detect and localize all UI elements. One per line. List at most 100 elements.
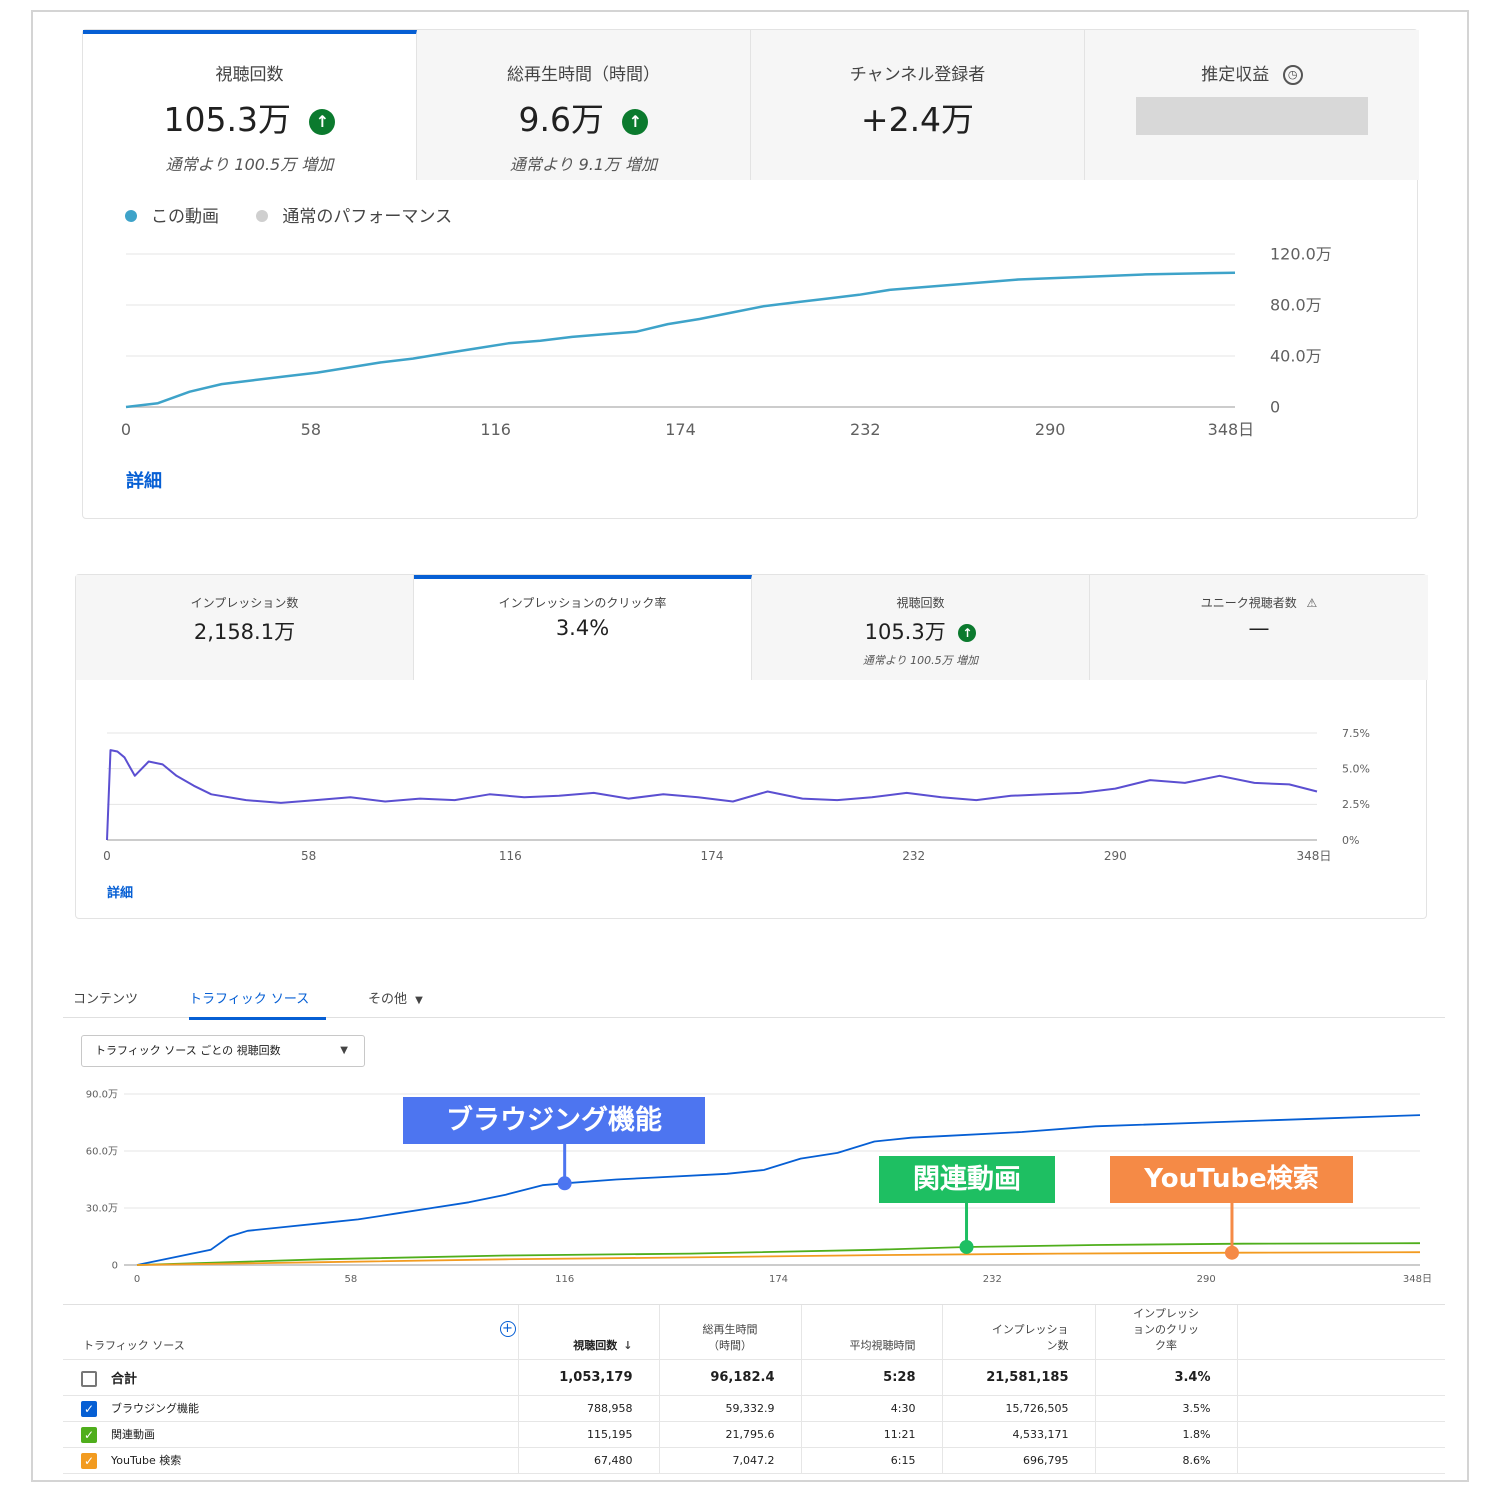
y-tick-label: 0: [1270, 398, 1280, 417]
legend-label-typical: 通常のパフォーマンス: [282, 207, 453, 227]
y-tick-label: 90.0万: [86, 1090, 118, 1101]
metric-tab-watch-time[interactable]: 総再生時間（時間） 9.6万 ↑ 通常より 9.1万 増加: [417, 30, 751, 180]
x-tick-label: 0: [103, 849, 111, 863]
metric-tab-unique-viewers[interactable]: ユニーク視聴者数 ⚠ —: [1090, 575, 1428, 680]
metric-tab-subscribers[interactable]: チャンネル登録者 +2.4万: [751, 30, 1085, 180]
row-ctr: 3.5%: [1094, 1395, 1237, 1422]
x-tick-label: 116: [555, 1274, 574, 1285]
empty-cell: [1236, 1395, 1445, 1422]
tab-content[interactable]: コンテンツ: [73, 992, 139, 1007]
traffic-table: トラフィック ソース + 視聴回数 ↓ 総再生時間 （時間） 平均視聴時間 インプ…: [63, 1305, 1445, 1474]
row-ctr: 8.6%: [1094, 1447, 1237, 1474]
metric-comparison: 通常より 100.5万 増加: [862, 654, 979, 667]
metric-tab-views[interactable]: 視聴回数 105.3万 ↑ 通常より 100.5万 増加: [83, 30, 417, 180]
y-tick-label: 40.0万: [1270, 347, 1322, 366]
row-impressions: 15,726,505: [941, 1395, 1095, 1422]
x-tick-label: 232: [850, 420, 881, 439]
row-impressions: 4,533,171: [941, 1421, 1095, 1448]
col-header-watch-time[interactable]: 総再生時間 （時間）: [658, 1305, 801, 1360]
add-column-plus-icon[interactable]: +: [499, 1321, 516, 1337]
col-header-impressions[interactable]: インプレッショ ン数: [941, 1305, 1095, 1360]
details-link[interactable]: 詳細: [107, 886, 134, 901]
views-line-chart: 0 40.0万 80.0万 120.0万 0 58 116 174 232 290 348日: [121, 245, 1332, 439]
row-name: ブラウジング機能: [111, 1402, 199, 1415]
callout-browse-pointer-dot: [557, 1176, 572, 1191]
x-tick-label: 0: [134, 1274, 140, 1285]
checkbox-checked-icon[interactable]: ✓: [81, 1427, 97, 1443]
metric-value: 9.6万: [518, 100, 604, 139]
arrow-up-icon: ↑: [958, 624, 977, 642]
x-tick-label: 348日: [1296, 849, 1331, 863]
metric-comparison: 通常より 9.1万 増加: [509, 155, 658, 174]
metric-label: インプレッションのクリック率: [498, 596, 667, 610]
row-name: 関連動画: [111, 1428, 155, 1441]
x-tick-label: 348日: [1403, 1274, 1432, 1285]
metric-label: 推定収益: [1201, 65, 1270, 85]
x-tick-label: 58: [344, 1274, 357, 1285]
checkbox-total[interactable]: [81, 1371, 97, 1388]
y-tick-label: 2.5%: [1342, 798, 1370, 811]
overview-card: 視聴回数 105.3万 ↑ 通常より 100.5万 増加 総再生時間（時間） 9…: [82, 29, 1419, 519]
metric-dropdown-label: トラフィック ソース ごとの 視聴回数: [95, 1044, 281, 1057]
row-watch-time: 59,332.9: [658, 1395, 801, 1422]
tab-more[interactable]: その他 ▼: [368, 988, 423, 1007]
y-tick-label: 5.0%: [1342, 763, 1370, 776]
y-tick-label: 80.0万: [1270, 296, 1322, 315]
table-row: ✓ YouTube 検索 67,480 7,047.2 6:15 696,795 …: [63, 1447, 1445, 1474]
metric-tab-revenue[interactable]: 推定収益 ◷: [1085, 30, 1419, 180]
checkbox-checked-icon[interactable]: ✓: [81, 1453, 97, 1469]
y-tick-label: 7.5%: [1342, 727, 1370, 740]
total-ctr: 3.4%: [1094, 1359, 1237, 1396]
col-header-source: トラフィック ソース +: [63, 1305, 518, 1360]
metric-label: 総再生時間（時間）: [507, 65, 660, 85]
y-tick-label: 0%: [1342, 834, 1359, 847]
row-name-cell: ✓ 関連動画: [63, 1421, 518, 1448]
row-views: 115,195: [517, 1421, 659, 1448]
checkbox-checked-icon[interactable]: ✓: [81, 1401, 97, 1417]
metric-tab-impressions[interactable]: インプレッション数 2,158.1万: [76, 575, 414, 680]
revenue-redacted-block: [1136, 97, 1368, 135]
x-tick-label: 116: [499, 849, 522, 863]
table-header-row: トラフィック ソース + 視聴回数 ↓ 総再生時間 （時間） 平均視聴時間 インプ…: [63, 1305, 1445, 1360]
details-link[interactable]: 詳細: [126, 471, 162, 492]
empty-cell: [1236, 1359, 1445, 1396]
series-line: [106, 749, 1318, 841]
col-header-empty: [1236, 1305, 1445, 1360]
col-header-avg-duration[interactable]: 平均視聴時間: [800, 1305, 942, 1360]
y-tick-label: 60.0万: [86, 1147, 118, 1158]
col-header-ctr[interactable]: インプレッシ ョンのクリッ ク率: [1094, 1305, 1237, 1360]
x-tick-label: 0: [121, 420, 131, 439]
y-tick-label: 120.0万: [1270, 245, 1332, 264]
col-header-views[interactable]: 視聴回数 ↓: [517, 1305, 659, 1360]
series-line: [136, 1114, 1421, 1266]
row-views: 67,480: [517, 1447, 659, 1474]
x-tick-label: 232: [983, 1274, 1002, 1285]
metric-value: 3.4%: [555, 616, 610, 640]
row-views: 788,958: [517, 1395, 659, 1422]
reach-card: インプレッション数 2,158.1万 インプレッションのクリック率 3.4% 視…: [75, 574, 1428, 919]
table-top-divider: [63, 1304, 1445, 1305]
metric-dropdown[interactable]: トラフィック ソース ごとの 視聴回数 ▼: [81, 1035, 365, 1067]
caret-down-icon: ▼: [415, 995, 423, 1006]
row-watch-time: 7,047.2: [658, 1447, 801, 1474]
metric-comparison: 通常より 100.5万 増加: [165, 155, 334, 174]
metric-value: 2,158.1万: [193, 620, 296, 644]
tab-traffic-source[interactable]: トラフィック ソース: [189, 988, 326, 1020]
metric-tab-views[interactable]: 視聴回数 105.3万 ↑ 通常より 100.5万 増加: [752, 575, 1090, 680]
tab-more-label: その他: [368, 992, 408, 1007]
metric-tab-ctr[interactable]: インプレッションのクリック率 3.4%: [414, 575, 752, 680]
metric-value: 105.3万: [864, 620, 946, 644]
row-watch-time: 21,795.6: [658, 1421, 801, 1448]
x-tick-label: 348日: [1208, 420, 1255, 439]
legend-label-this-video: この動画: [151, 207, 219, 227]
row-impressions: 696,795: [941, 1447, 1095, 1474]
row-avg-duration: 6:15: [800, 1447, 942, 1474]
chart-legend: この動画 通常のパフォーマンス: [125, 202, 452, 227]
table-row-total: 合計 1,053,179 96,182.4 5:28 21,581,185 3.…: [63, 1359, 1445, 1396]
legend-dot-typical: [256, 210, 269, 222]
traffic-tab-bar: コンテンツ トラフィック ソース その他 ▼: [63, 978, 1445, 1020]
clock-icon: ◷: [1282, 65, 1303, 85]
table-row: ✓ ブラウジング機能 788,958 59,332.9 4:30 15,726,5…: [63, 1395, 1445, 1422]
tab-traffic-source-label: トラフィック ソース: [189, 992, 310, 1007]
